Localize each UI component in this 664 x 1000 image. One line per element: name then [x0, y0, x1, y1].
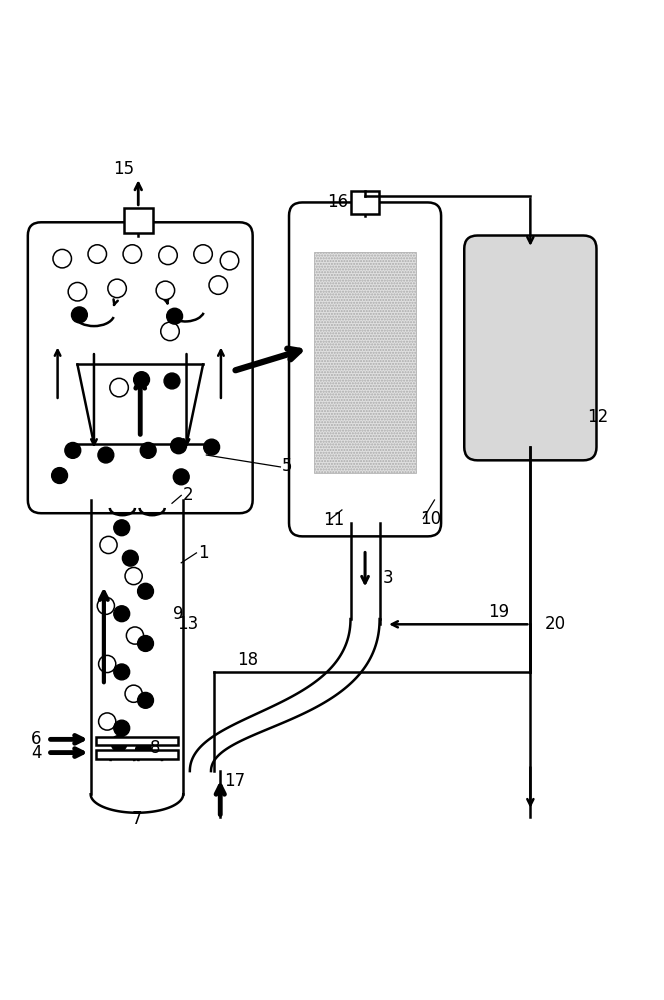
Circle shape — [137, 636, 153, 651]
Text: 7: 7 — [131, 810, 142, 828]
Circle shape — [68, 282, 87, 301]
Text: 17: 17 — [224, 772, 246, 790]
Circle shape — [100, 536, 117, 554]
Text: 2: 2 — [183, 486, 193, 504]
Circle shape — [72, 307, 88, 323]
Circle shape — [52, 468, 68, 483]
Circle shape — [114, 606, 129, 622]
Text: 8: 8 — [150, 739, 161, 757]
Circle shape — [204, 439, 220, 455]
FancyBboxPatch shape — [96, 750, 178, 759]
Circle shape — [220, 251, 239, 270]
Text: 6: 6 — [31, 730, 42, 748]
FancyBboxPatch shape — [96, 737, 178, 745]
Circle shape — [173, 469, 189, 485]
Circle shape — [65, 442, 81, 458]
Text: 12: 12 — [587, 408, 608, 426]
Circle shape — [98, 655, 116, 673]
Circle shape — [126, 627, 143, 644]
Text: 11: 11 — [323, 511, 345, 529]
Circle shape — [88, 245, 106, 263]
Circle shape — [111, 735, 127, 751]
Text: 13: 13 — [177, 615, 199, 633]
Circle shape — [108, 279, 126, 298]
Circle shape — [161, 322, 179, 341]
Circle shape — [159, 246, 177, 265]
Circle shape — [98, 713, 116, 730]
Circle shape — [137, 692, 153, 708]
Circle shape — [140, 442, 156, 458]
FancyBboxPatch shape — [124, 208, 153, 233]
FancyBboxPatch shape — [28, 222, 253, 513]
Circle shape — [114, 720, 129, 736]
Text: 18: 18 — [237, 651, 258, 669]
FancyBboxPatch shape — [464, 236, 596, 460]
Circle shape — [122, 550, 138, 566]
Circle shape — [114, 520, 129, 536]
Circle shape — [97, 597, 114, 614]
Circle shape — [135, 742, 151, 758]
Circle shape — [156, 281, 175, 300]
Circle shape — [167, 308, 183, 324]
Circle shape — [98, 447, 114, 463]
FancyBboxPatch shape — [351, 191, 379, 214]
FancyBboxPatch shape — [289, 202, 441, 536]
Circle shape — [171, 438, 187, 454]
FancyBboxPatch shape — [314, 252, 416, 473]
Circle shape — [110, 378, 128, 397]
Text: 20: 20 — [545, 615, 566, 633]
Circle shape — [125, 685, 142, 702]
Circle shape — [133, 372, 149, 388]
Text: 4: 4 — [31, 744, 42, 762]
Circle shape — [53, 249, 72, 268]
Circle shape — [125, 567, 142, 585]
Circle shape — [209, 276, 228, 294]
Circle shape — [194, 245, 212, 263]
Text: 1: 1 — [198, 544, 208, 562]
Text: 9: 9 — [173, 605, 184, 623]
Text: 16: 16 — [327, 193, 348, 211]
Polygon shape — [91, 794, 183, 813]
Circle shape — [137, 583, 153, 599]
Circle shape — [123, 245, 141, 263]
Circle shape — [114, 664, 129, 680]
Text: 15: 15 — [113, 160, 134, 178]
Text: 10: 10 — [420, 510, 442, 528]
Circle shape — [124, 739, 141, 757]
Text: 19: 19 — [488, 603, 509, 621]
Circle shape — [164, 373, 180, 389]
Text: 3: 3 — [383, 569, 394, 587]
Text: 5: 5 — [282, 457, 292, 475]
